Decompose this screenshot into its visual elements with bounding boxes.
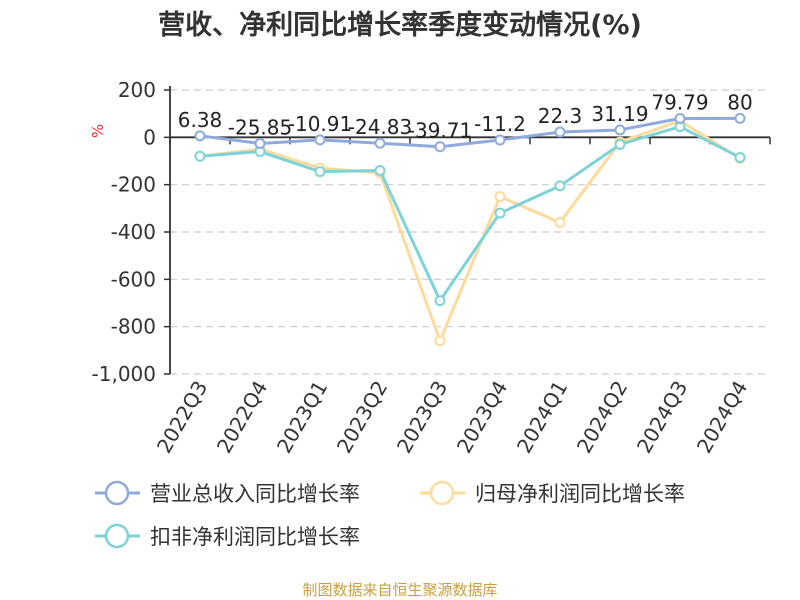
series-2-point — [374, 164, 386, 176]
x-tick-label: 2023Q1 — [272, 377, 332, 458]
chart-title: 营收、净利同比增长率季度变动情况(%) — [158, 9, 642, 41]
series-1-point — [434, 335, 446, 347]
y-tick-label: -400 — [111, 220, 156, 244]
legend-label: 扣非净利润同比增长率 — [150, 525, 360, 549]
y-unit-label: % — [89, 124, 107, 138]
series-2-point — [494, 207, 506, 219]
x-tick-label: 2022Q4 — [212, 377, 272, 458]
series-2-point — [614, 138, 626, 150]
y-tick-label: 200 — [118, 78, 156, 102]
data-label: 80 — [727, 90, 752, 114]
data-label: -39.71 — [408, 119, 472, 143]
x-tick-label: 2023Q3 — [392, 377, 452, 458]
data-label: 22.3 — [538, 104, 583, 128]
series-2-point — [194, 150, 206, 162]
series-0-point — [734, 112, 746, 124]
series-2-point — [734, 151, 746, 163]
series-0-point — [494, 134, 506, 146]
data-label: 31.19 — [591, 102, 648, 126]
x-tick-label: 2024Q2 — [572, 377, 632, 458]
x-tick-label: 2023Q2 — [332, 377, 392, 458]
series-1-point — [554, 217, 566, 229]
legend-marker-icon — [104, 523, 130, 549]
series-0-point — [314, 134, 326, 146]
series-2-point — [314, 166, 326, 178]
y-tick-label: -200 — [111, 173, 156, 197]
y-tick-label: 0 — [143, 125, 156, 149]
legend-label: 营业总收入同比增长率 — [150, 482, 360, 506]
legend-label: 归母净利润同比增长率 — [475, 482, 685, 506]
series-0-point — [194, 130, 206, 142]
series-0-point — [254, 137, 266, 149]
series-0-point — [554, 126, 566, 138]
data-label: -25.85 — [228, 115, 292, 139]
data-label: -11.2 — [474, 112, 526, 136]
x-tick-label: 2022Q3 — [152, 377, 212, 458]
series-line-2 — [199, 125, 741, 303]
data-label: 6.38 — [178, 108, 223, 132]
series-1-point — [494, 191, 506, 202]
series-0-point — [614, 124, 626, 136]
series-line-1 — [199, 119, 741, 343]
x-tick-label: 2024Q4 — [692, 377, 752, 458]
x-tick-label: 2024Q3 — [632, 377, 692, 458]
y-tick-label: -800 — [111, 315, 156, 339]
series-2-point — [434, 295, 446, 307]
x-tick-label: 2023Q4 — [452, 377, 512, 458]
series-layer — [194, 112, 746, 347]
series-2-point — [554, 180, 566, 192]
data-label: -10.91 — [288, 112, 352, 136]
legend-marker-icon — [104, 480, 130, 506]
series-0-point — [434, 141, 446, 153]
series-line-0 — [199, 116, 741, 149]
source-note: 制图数据来自恒生聚源数据库 — [302, 581, 497, 599]
series-0-point — [374, 137, 386, 149]
data-label: -24.83 — [348, 115, 412, 139]
gridlines — [170, 89, 770, 375]
y-tick-label: -1,000 — [92, 362, 156, 386]
series-0-point — [674, 112, 686, 124]
y-tick-label: -600 — [111, 267, 156, 291]
data-label: 79.79 — [651, 90, 708, 114]
legend-marker-icon — [429, 480, 455, 506]
x-tick-label: 2024Q1 — [512, 377, 572, 458]
data-labels: 6.38 -25.85-10.91-24.83-39.71 -11.2 22.3 31.… — [178, 90, 753, 142]
